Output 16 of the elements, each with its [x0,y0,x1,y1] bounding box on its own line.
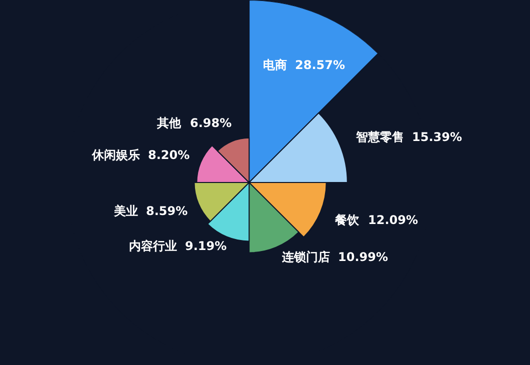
category-label: 内容行业 [129,239,177,253]
category-label: 电商 [263,58,287,72]
category-label: 餐饮 [334,213,360,227]
data-label: 8.20% [148,148,190,162]
category-label: 其他 [156,116,182,130]
category-label: 休闲娱乐 [91,148,140,162]
category-label: 智慧零售 [355,130,404,144]
data-label: 10.99% [338,250,388,264]
category-label: 美业 [113,204,138,218]
data-label: 15.39% [412,130,462,144]
data-label: 28.57% [295,58,345,72]
data-label: 12.09% [368,213,418,227]
data-label: 6.98% [190,116,232,130]
data-label: 9.19% [185,239,227,253]
category-label: 连锁门店 [281,250,330,264]
data-label: 8.59% [146,204,188,218]
